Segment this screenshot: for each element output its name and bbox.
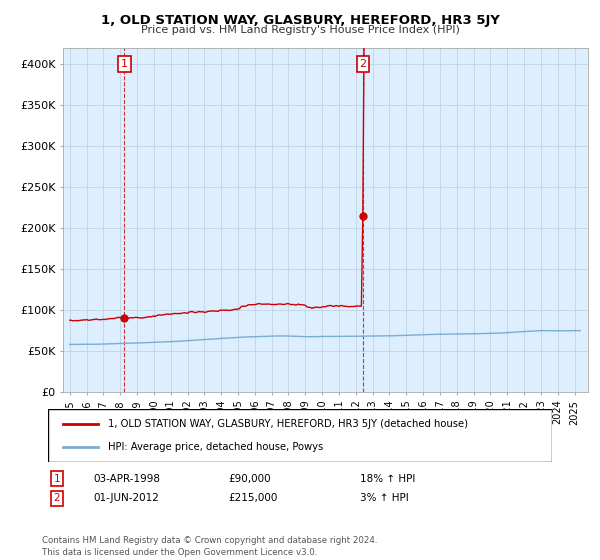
Text: Price paid vs. HM Land Registry's House Price Index (HPI): Price paid vs. HM Land Registry's House … (140, 25, 460, 35)
Text: 3% ↑ HPI: 3% ↑ HPI (360, 493, 409, 503)
Text: 2: 2 (53, 493, 61, 503)
Text: HPI: Average price, detached house, Powys: HPI: Average price, detached house, Powy… (109, 442, 324, 452)
Text: 1, OLD STATION WAY, GLASBURY, HEREFORD, HR3 5JY: 1, OLD STATION WAY, GLASBURY, HEREFORD, … (101, 14, 499, 27)
Text: Contains HM Land Registry data © Crown copyright and database right 2024.
This d: Contains HM Land Registry data © Crown c… (42, 536, 377, 557)
Text: £215,000: £215,000 (228, 493, 277, 503)
Text: 1, OLD STATION WAY, GLASBURY, HEREFORD, HR3 5JY (detached house): 1, OLD STATION WAY, GLASBURY, HEREFORD, … (109, 419, 469, 429)
Text: 01-JUN-2012: 01-JUN-2012 (93, 493, 159, 503)
Text: 03-APR-1998: 03-APR-1998 (93, 474, 160, 484)
Text: 1: 1 (121, 59, 128, 69)
Text: 2: 2 (359, 59, 367, 69)
Text: 18% ↑ HPI: 18% ↑ HPI (360, 474, 415, 484)
Text: £90,000: £90,000 (228, 474, 271, 484)
FancyBboxPatch shape (48, 409, 552, 462)
Text: 1: 1 (53, 474, 61, 484)
